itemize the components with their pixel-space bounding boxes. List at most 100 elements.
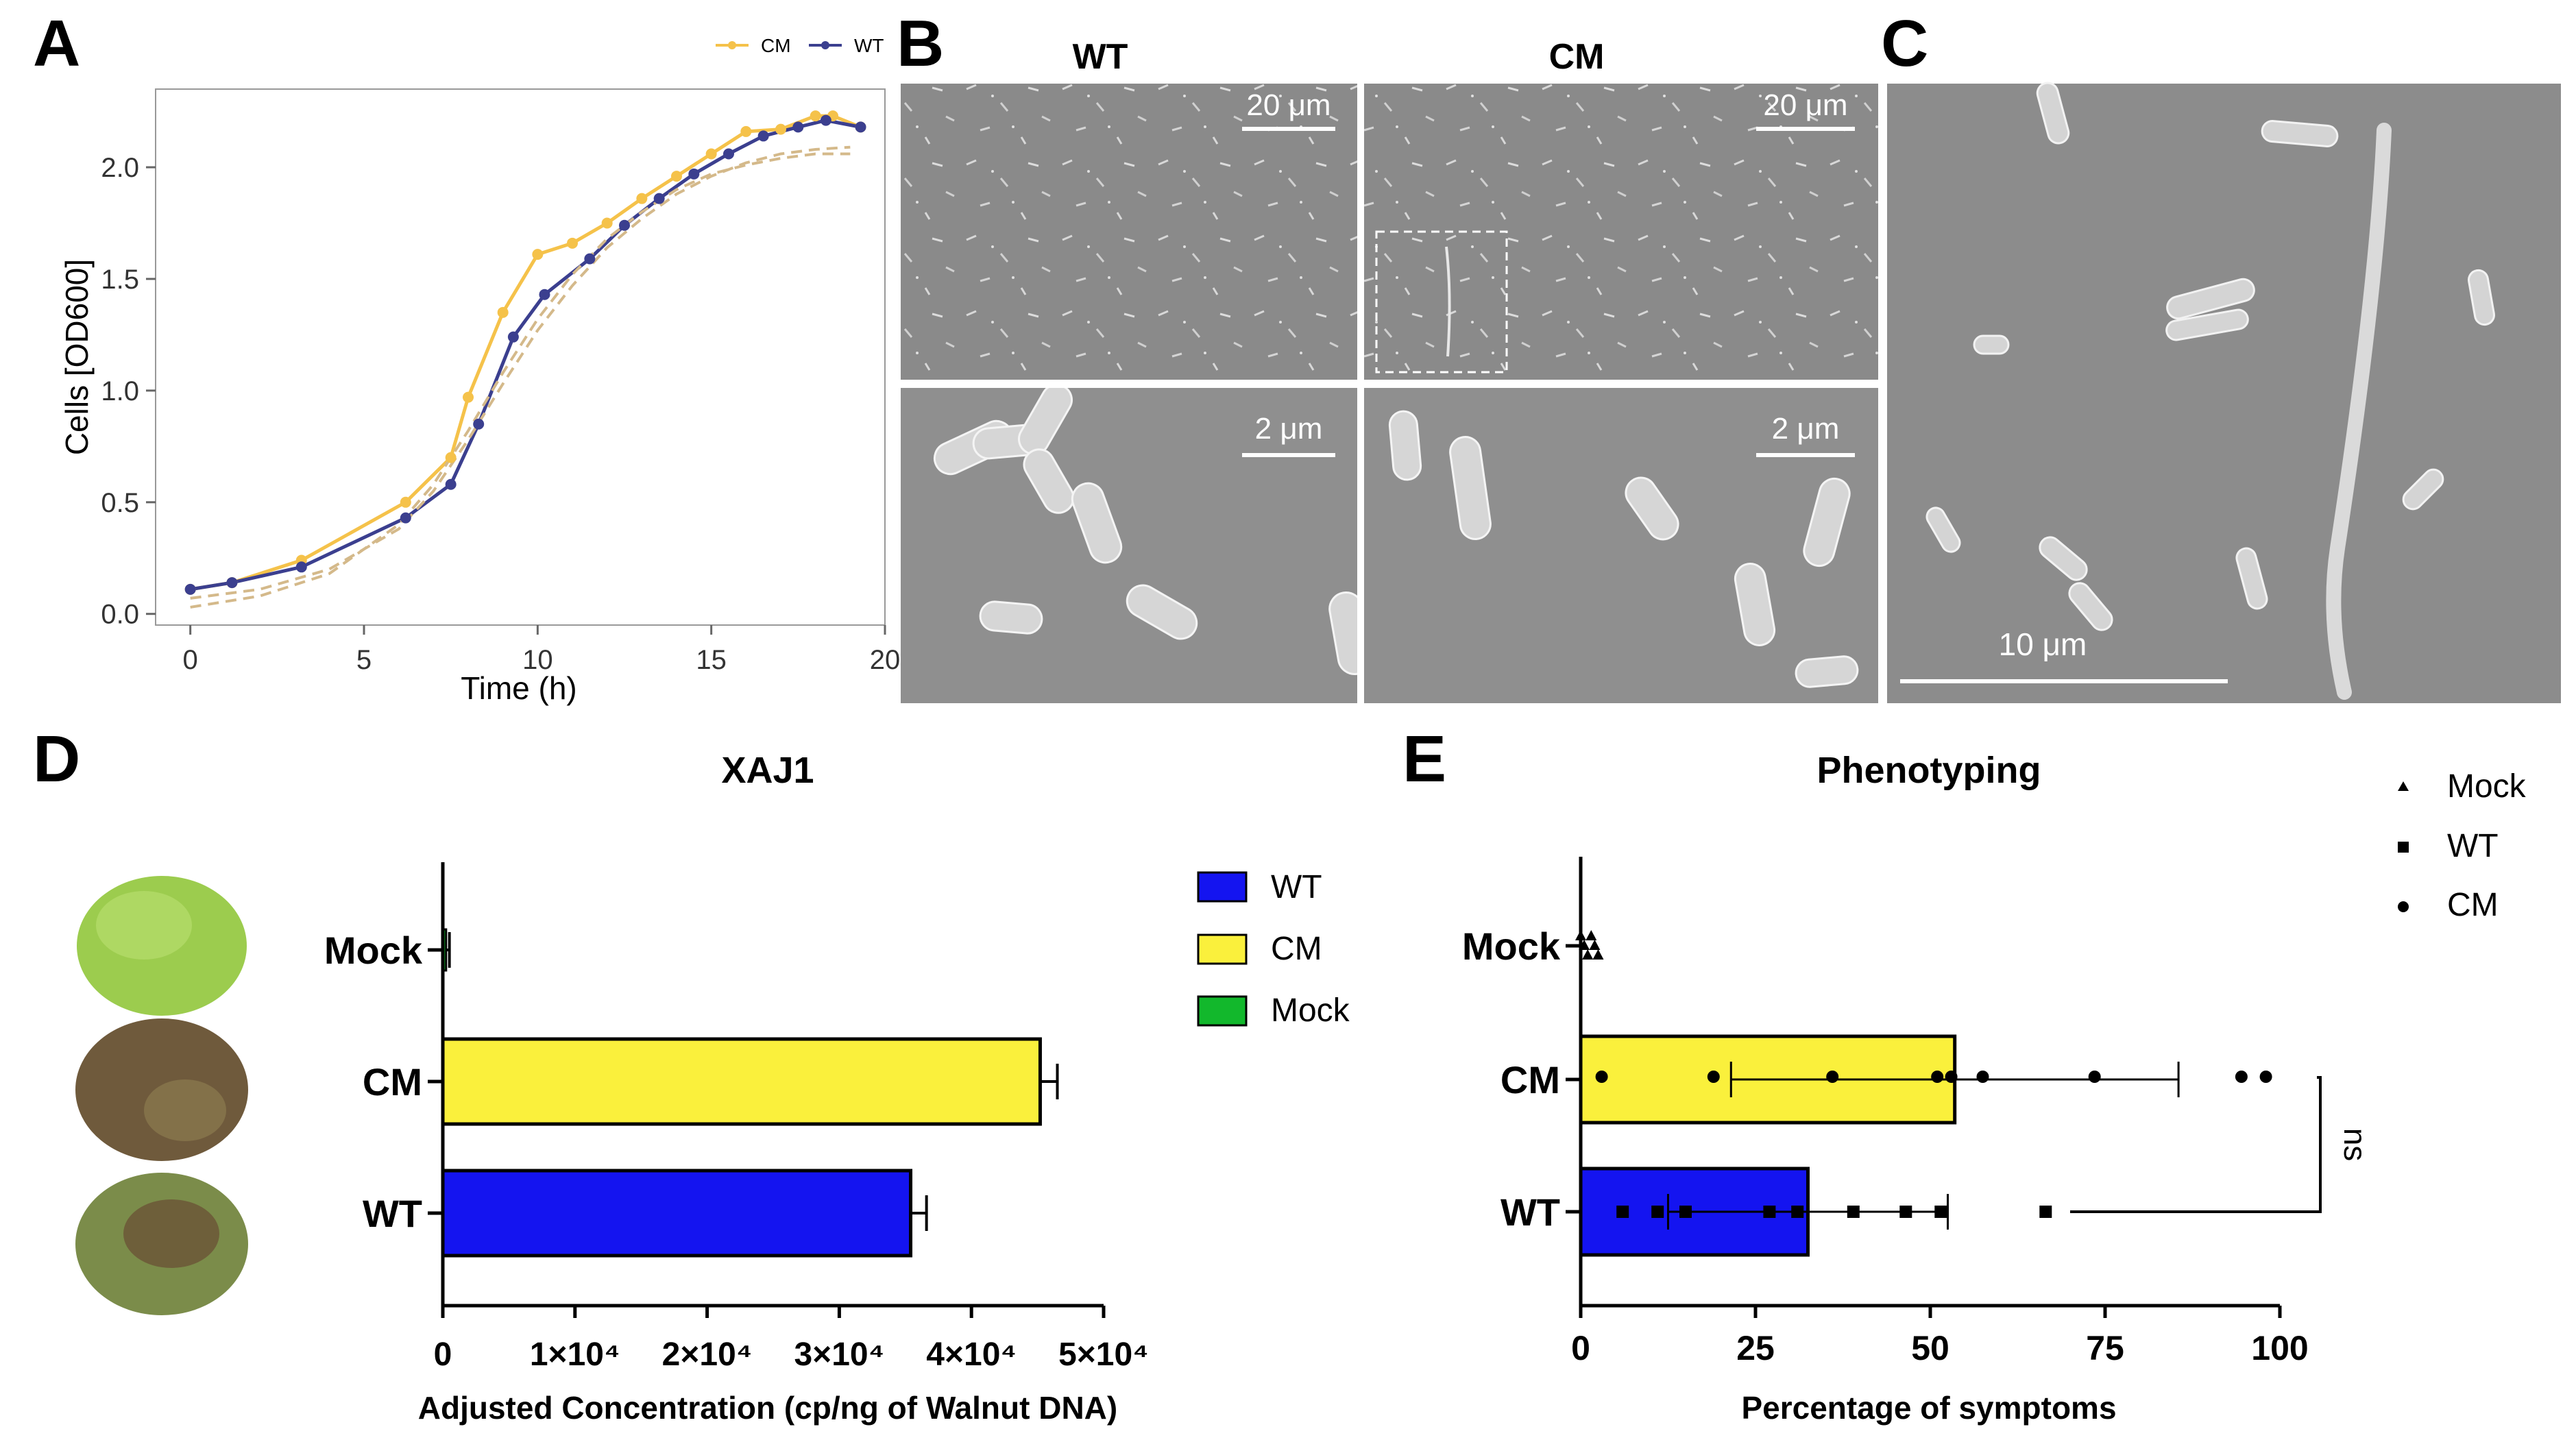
- x-tick-label: 100: [2251, 1329, 2308, 1367]
- x-tick-label: 5×10⁴: [1058, 1336, 1149, 1373]
- data-point-wt: [757, 130, 769, 142]
- data-point-cm: [1595, 1071, 1608, 1083]
- sem-cm-header: CM: [1549, 37, 1605, 77]
- data-point-wt: [445, 478, 457, 490]
- growth-curve-chart: 0 5 10 15 20 0.0 0.5 1.0 1.5 2.0 Time (h) Cells […: [59, 35, 900, 706]
- y-tick-label: 1.0: [101, 376, 139, 406]
- data-point-mock: [1575, 930, 1586, 940]
- significance-bracket: ns: [2070, 1076, 2373, 1213]
- data-point-wt: [619, 219, 630, 231]
- data-point-cm: [497, 306, 509, 318]
- data-point-wt: [295, 561, 307, 573]
- data-point-wt: [584, 253, 596, 265]
- data-point-wt: [1847, 1206, 1860, 1218]
- sem-divider-h: [901, 380, 1878, 388]
- data-point-cm: [1826, 1071, 1839, 1083]
- cm-cells: [1388, 410, 1859, 688]
- panel-letter-e: E: [1402, 722, 1446, 796]
- sem-divider-v: [1357, 84, 1364, 703]
- data-point-wt: [507, 331, 519, 343]
- data-point-cm: [775, 123, 786, 135]
- data-point-wt: [184, 583, 196, 595]
- legend-wt-label: WT: [2447, 828, 2499, 864]
- data-point-wt: [855, 121, 866, 133]
- bar-wt: [441, 1169, 913, 1258]
- data-point-cm: [532, 249, 544, 260]
- data-point-wt: [1899, 1206, 1912, 1218]
- data-point-wt: [1679, 1206, 1692, 1218]
- y-tick-label: 1.5: [101, 265, 139, 295]
- data-point-wt: [723, 148, 734, 160]
- legend-wt-marker: [821, 41, 829, 49]
- data-point-wt: [473, 418, 485, 430]
- bar-cm: [441, 1037, 1042, 1126]
- data-point-cm: [2235, 1071, 2248, 1083]
- x-tick-label: 0: [434, 1336, 452, 1373]
- x-tick-label: 0: [1571, 1329, 1590, 1367]
- sem-cm-filament: [1887, 84, 2561, 703]
- walnut-mock-highlight: [96, 891, 192, 960]
- long-cell: [1445, 246, 1451, 357]
- x-axis-label: Percentage of symptoms: [1741, 1390, 2116, 1426]
- data-point-mock: [1582, 949, 1594, 960]
- c-cells: [1925, 82, 2496, 631]
- legend-cm-swatch: [1197, 933, 1248, 965]
- data-point-mock: [1579, 940, 1590, 950]
- data-point-cm: [400, 496, 411, 508]
- sem-cm-highmag: [1364, 388, 1878, 703]
- data-point-cm: [1945, 1071, 1958, 1083]
- legend: WT CM Mock: [1197, 869, 1350, 1029]
- data-point-wt: [1791, 1206, 1804, 1218]
- walnut-wt-spot: [123, 1199, 219, 1268]
- x-tick-label: 25: [1736, 1329, 1775, 1367]
- x-tick-label: 50: [1911, 1329, 1949, 1367]
- category-label-cm: CM: [1500, 1058, 1560, 1101]
- x-tick-label: 4×10⁴: [926, 1336, 1017, 1373]
- y-tick-label: 0.5: [101, 488, 139, 518]
- sem-wt-lowmag: [901, 84, 1357, 380]
- data-point-wt: [400, 512, 411, 524]
- data-point-cm: [2259, 1071, 2272, 1083]
- legend-cm-label: CM: [1271, 931, 1322, 967]
- legend-wt-swatch: [1197, 871, 1248, 903]
- legend-mock-marker: [2398, 781, 2409, 791]
- legend: CM WT: [716, 35, 884, 56]
- legend-cm-label: CM: [2447, 887, 2499, 923]
- x-axis-label: Time (h): [461, 670, 577, 706]
- data-point-cm: [1707, 1071, 1720, 1083]
- data-point-cm: [705, 148, 717, 160]
- category-label-cm: CM: [363, 1060, 422, 1103]
- legend: Mock WT CM: [2398, 768, 2527, 923]
- y-tick-label: 2.0: [101, 153, 139, 183]
- y-tick-label: 0.0: [101, 600, 139, 630]
- data-point-wt: [688, 168, 700, 180]
- data-point-mock: [1585, 930, 1597, 940]
- legend-mock-label: Mock: [2447, 768, 2527, 805]
- data-point-cm: [463, 391, 474, 403]
- data-point-wt: [1763, 1206, 1776, 1218]
- data-point-wt: [1616, 1206, 1629, 1218]
- data-point-wt: [1934, 1206, 1947, 1218]
- x-tick-label: 2×10⁴: [662, 1336, 753, 1373]
- data-point-mock: [1592, 949, 1604, 960]
- phenotyping-bar-chart: Phenotyping Mock CM WT 0 25 50 75 100 ns Percen…: [1462, 750, 2527, 1426]
- walnut-images: [75, 876, 248, 1315]
- data-point-mock: [1589, 940, 1601, 950]
- sem-image-c: 10 μm: [1887, 82, 2561, 703]
- category-label-mock: Mock: [324, 929, 423, 972]
- data-point-cm: [601, 217, 613, 229]
- sem-images-b: 20 μm 20 μm 2 μm 2 μm: [901, 84, 1878, 703]
- x-tick-label: 1×10⁴: [530, 1336, 620, 1373]
- scale-label-cm-20um: 20 μm: [1763, 88, 1847, 122]
- filamentous-cell: [2326, 123, 2392, 700]
- scale-label-cm-2um: 2 μm: [1772, 412, 1840, 445]
- chart-title: XAJ1: [721, 750, 814, 791]
- data-point-cm: [1931, 1071, 1944, 1083]
- legend-wt-label: WT: [1271, 869, 1322, 905]
- data-point-wt: [792, 121, 804, 133]
- x-tick-label: 20: [870, 645, 901, 675]
- scale-label-wt-2um: 2 μm: [1255, 412, 1323, 445]
- scale-label-10um: 10 μm: [1999, 626, 2087, 662]
- data-point-cm: [740, 125, 752, 137]
